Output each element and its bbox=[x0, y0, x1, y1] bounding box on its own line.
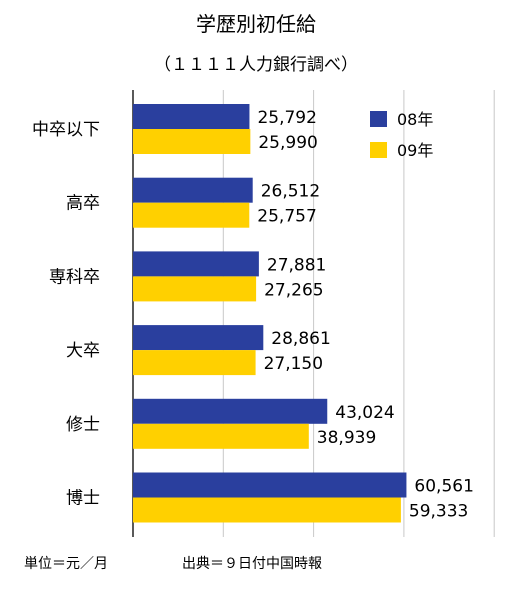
bar bbox=[133, 497, 401, 523]
data-label: 25,792 bbox=[257, 108, 316, 128]
data-labels: 25,792 25,990 26,512 25,757 27,881 27,265 28,8… bbox=[257, 108, 474, 522]
data-label: 60,561 bbox=[414, 477, 473, 497]
data-label: 38,939 bbox=[317, 428, 376, 448]
legend-swatch-09 bbox=[370, 142, 387, 158]
category-label: 高卒 bbox=[66, 194, 100, 214]
bar bbox=[133, 177, 253, 203]
source-note: 出典＝９日付中国時報 bbox=[182, 556, 322, 572]
data-label: 27,881 bbox=[267, 255, 326, 275]
data-label: 28,861 bbox=[271, 329, 330, 349]
category-label: 中卒以下 bbox=[32, 120, 100, 140]
data-label: 26,512 bbox=[261, 182, 320, 202]
bar bbox=[133, 251, 259, 277]
chart-title: 学歴別初任給 bbox=[196, 12, 316, 36]
data-label: 27,265 bbox=[264, 280, 323, 300]
chart-subtitle: （１１１１人力銀行調べ） bbox=[154, 55, 358, 75]
bar bbox=[133, 276, 257, 302]
category-label: 専科卒 bbox=[49, 267, 100, 287]
legend-label-09: 09年 bbox=[397, 141, 433, 160]
unit-note: 単位＝元／月 bbox=[24, 556, 108, 572]
category-label: 修士 bbox=[66, 415, 100, 435]
bar bbox=[133, 325, 264, 351]
bar bbox=[133, 472, 407, 498]
data-label: 59,333 bbox=[409, 502, 468, 522]
data-label: 43,024 bbox=[335, 403, 394, 423]
bars bbox=[133, 104, 407, 523]
bar bbox=[133, 398, 328, 424]
legend-label-08: 08年 bbox=[397, 110, 433, 129]
legend: 08年 09年 bbox=[370, 110, 433, 160]
bar bbox=[133, 202, 250, 228]
data-label: 27,150 bbox=[264, 354, 323, 374]
category-label: 博士 bbox=[66, 489, 100, 509]
data-label: 25,990 bbox=[258, 133, 317, 153]
category-label: 大卒 bbox=[66, 341, 100, 361]
bar bbox=[133, 423, 309, 449]
grid-lines bbox=[132, 90, 495, 537]
legend-swatch-08 bbox=[370, 111, 387, 127]
data-label: 25,757 bbox=[257, 207, 316, 227]
bar bbox=[133, 104, 250, 129]
bar bbox=[133, 129, 251, 154]
bar bbox=[133, 350, 256, 376]
